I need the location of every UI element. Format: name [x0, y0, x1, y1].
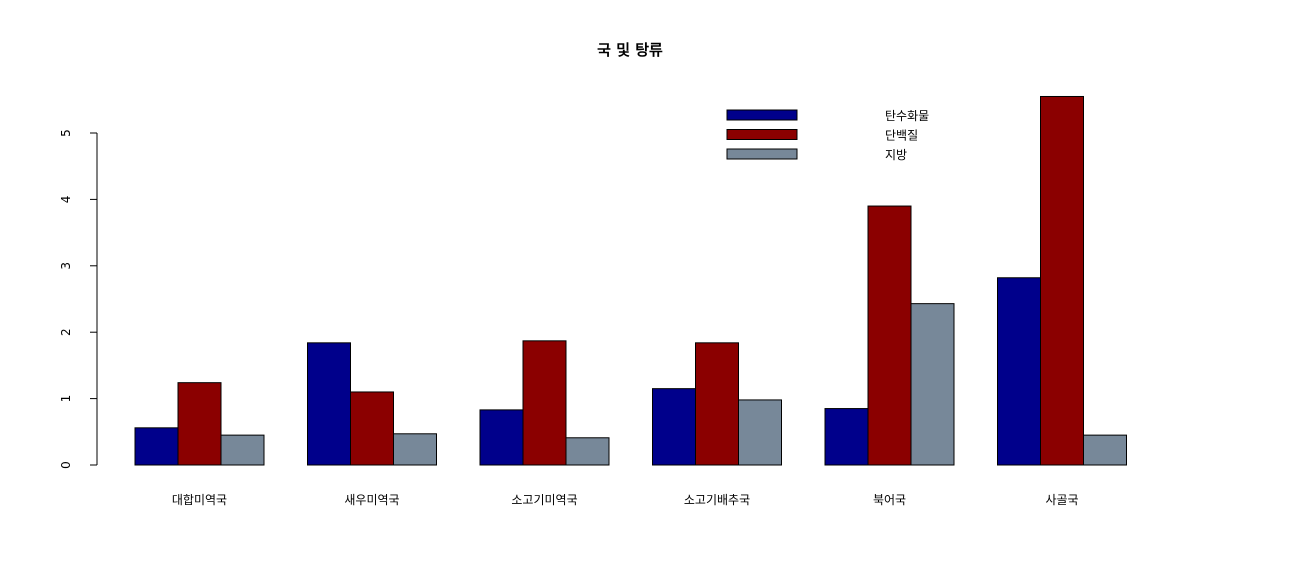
legend-swatch [726, 148, 798, 160]
y-tick-label: 4 [59, 196, 73, 204]
bar-3-5 [910, 303, 955, 466]
bar-2-5 [867, 205, 912, 466]
bar-3-2 [393, 433, 437, 466]
bar-1-1 [134, 427, 179, 466]
y-tick-label: 2 [59, 328, 73, 336]
bars-group [134, 95, 1127, 466]
legend-label: 지방 [885, 148, 907, 162]
bar-3-3 [565, 437, 610, 466]
bar-2-3 [522, 340, 567, 466]
legend-label: 단백질 [885, 129, 918, 143]
bar-1-5 [824, 408, 869, 466]
y-tick-label: 0 [59, 461, 73, 469]
bar-1-4 [652, 388, 696, 466]
bar-3-1 [220, 434, 265, 466]
category-label: 대합미역국 [172, 493, 227, 507]
chart-title: 국 및 탕류 [597, 41, 663, 59]
bar-2-1 [177, 382, 222, 466]
y-axis: 0 1 2 3 4 5 [59, 129, 98, 469]
category-label: 사골국 [1045, 493, 1078, 507]
category-label: 소고기미역국 [511, 493, 577, 507]
y-tick-label: 3 [59, 262, 73, 270]
legend-swatch [726, 129, 798, 140]
bar-3-4 [738, 399, 782, 466]
bar-1-2 [307, 342, 351, 466]
bar-1-6 [997, 277, 1041, 466]
y-tick-label: 5 [59, 129, 73, 137]
bar-2-4 [695, 342, 739, 466]
category-label: 새우미역국 [344, 493, 399, 507]
category-labels: 대합미역국 새우미역국 소고기미역국 소고기배추국 북어국 사골국 [172, 493, 1079, 507]
bar-2-2 [350, 391, 394, 466]
bar-1-3 [479, 409, 524, 466]
bar-2-6 [1040, 95, 1084, 466]
category-label: 북어국 [873, 493, 906, 507]
legend-label: 탄수화물 [885, 109, 929, 123]
y-tick-label: 1 [59, 395, 73, 403]
bar-3-6 [1083, 434, 1127, 466]
category-label: 소고기배추국 [684, 493, 750, 507]
legend-swatch [726, 109, 798, 121]
